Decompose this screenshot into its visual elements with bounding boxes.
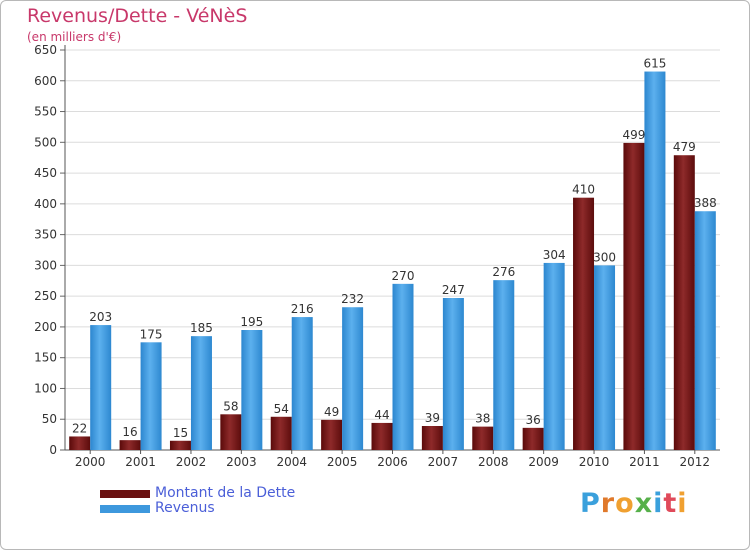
bar-revenue: [90, 325, 112, 450]
x-tick-label: 2008: [478, 455, 509, 469]
data-label-revenue: 232: [341, 292, 364, 306]
data-label-revenue: 270: [392, 269, 415, 283]
data-label-revenue: 175: [140, 327, 163, 341]
data-label-debt: 54: [274, 402, 289, 416]
data-label-revenue: 216: [291, 302, 314, 316]
legend-swatch-debt: [100, 490, 150, 498]
bar-revenue: [190, 336, 212, 450]
bar-debt: [421, 426, 443, 450]
bar-debt: [573, 197, 595, 450]
data-label-revenue: 195: [240, 315, 263, 329]
bar-debt: [270, 416, 292, 450]
bar-revenue: [342, 307, 364, 450]
y-tick-label: 0: [49, 443, 57, 457]
legend-label-revenue: Revenus: [155, 500, 215, 516]
x-tick-label: 2009: [528, 455, 559, 469]
bar-debt: [169, 440, 191, 450]
y-tick-label: 450: [34, 166, 57, 180]
x-tick-label: 2007: [428, 455, 459, 469]
bar-revenue: [392, 283, 414, 450]
data-label-debt: 38: [475, 412, 490, 426]
data-label-debt: 410: [572, 183, 595, 197]
logo-letter: t: [663, 488, 678, 519]
y-tick-label: 500: [34, 135, 57, 149]
x-tick-label: 2004: [276, 455, 307, 469]
bar-revenue: [442, 298, 464, 450]
bar-revenue: [140, 342, 162, 450]
bar-debt: [522, 427, 544, 450]
data-label-revenue: 203: [89, 310, 112, 324]
bar-debt: [69, 436, 91, 450]
proxiti-logo: Proxiti: [580, 488, 688, 519]
y-tick-label: 550: [34, 105, 57, 119]
x-tick-label: 2006: [377, 455, 408, 469]
bar-debt: [673, 155, 695, 450]
x-tick-label: 2002: [176, 455, 207, 469]
y-tick-label: 250: [34, 289, 57, 303]
data-label-debt: 39: [425, 411, 440, 425]
bar-revenue: [694, 211, 716, 450]
logo-letter: r: [600, 488, 616, 519]
data-label-debt: 44: [374, 408, 389, 422]
bar-revenue: [241, 330, 263, 450]
bar-revenue: [644, 71, 666, 451]
data-label-revenue: 247: [442, 283, 465, 297]
y-tick-label: 650: [34, 43, 57, 57]
data-label-debt: 479: [673, 140, 696, 154]
y-tick-label: 400: [34, 197, 57, 211]
x-tick-label: 2012: [680, 455, 711, 469]
bar-debt: [220, 414, 242, 450]
y-tick-label: 100: [34, 381, 57, 395]
y-tick-label: 300: [34, 258, 57, 272]
data-label-revenue: 388: [694, 196, 717, 210]
y-tick-label: 600: [34, 74, 57, 88]
x-tick-label: 2003: [226, 455, 257, 469]
legend-swatch-revenue: [100, 505, 150, 513]
data-label-debt: 36: [526, 413, 541, 427]
x-tick-label: 2010: [579, 455, 610, 469]
data-label-debt: 499: [622, 128, 645, 142]
logo-letter: i: [677, 488, 688, 519]
bar-debt: [371, 422, 393, 450]
data-label-revenue: 300: [593, 250, 616, 264]
bar-debt: [472, 426, 494, 450]
x-tick-label: 2000: [75, 455, 106, 469]
x-tick-label: 2011: [629, 455, 660, 469]
data-label-debt: 22: [72, 421, 87, 435]
bar-debt: [623, 142, 645, 450]
data-label-revenue: 304: [543, 248, 566, 262]
data-label-debt: 49: [324, 405, 339, 419]
data-label-debt: 15: [173, 426, 188, 440]
data-label-debt: 58: [223, 399, 238, 413]
logo-letter: i: [653, 488, 664, 519]
x-tick-label: 2005: [327, 455, 358, 469]
bar-revenue: [594, 265, 616, 450]
bar-revenue: [543, 262, 565, 450]
bar-debt: [321, 419, 343, 450]
y-tick-label: 50: [42, 412, 57, 426]
logo-letter: P: [580, 488, 601, 519]
data-label-debt: 16: [122, 425, 137, 439]
y-tick-label: 200: [34, 320, 57, 334]
y-tick-label: 350: [34, 228, 57, 242]
x-tick-label: 2001: [125, 455, 156, 469]
chart-subtitle: (en milliers d'€): [27, 30, 122, 44]
chart-title: Revenus/Dette - VéNèS: [27, 5, 248, 27]
bar-revenue: [291, 317, 313, 450]
data-label-revenue: 615: [643, 57, 666, 71]
bar-debt: [119, 440, 141, 450]
logo-letter: x: [634, 488, 654, 519]
y-tick-label: 150: [34, 351, 57, 365]
logo-letter: o: [615, 488, 635, 519]
bar-revenue: [493, 280, 515, 450]
data-label-revenue: 276: [492, 265, 515, 279]
legend-label-debt: Montant de la Dette: [155, 485, 296, 501]
data-label-revenue: 185: [190, 321, 213, 335]
